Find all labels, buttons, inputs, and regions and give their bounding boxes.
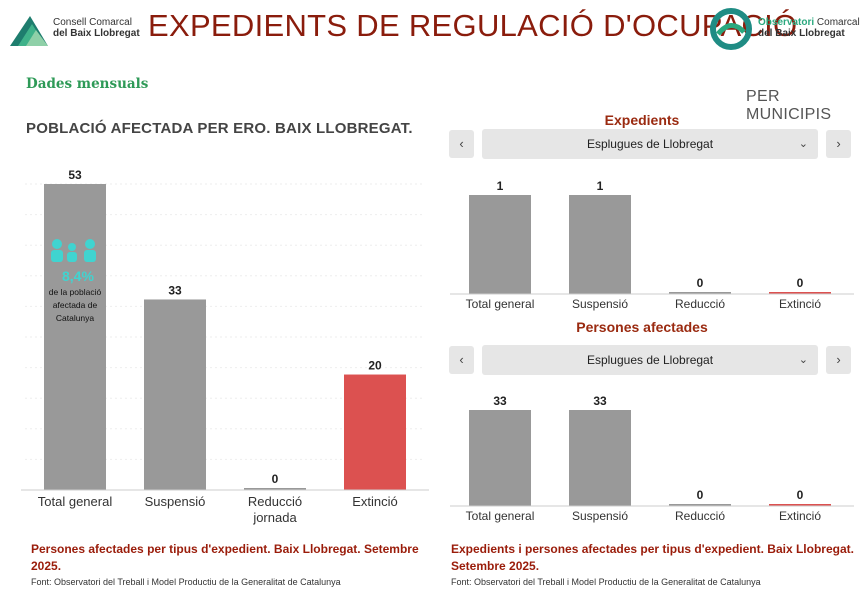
bar-extinció [769,292,831,294]
chevron-down-icon: ⌄ [798,354,808,366]
category-label: Reducció [675,509,725,523]
bar-value-label: 33 [493,394,507,408]
category-label: Reducció [675,297,725,311]
bar-reducció-jornada [244,488,306,490]
logo-consell-text: Consell Comarcal del Baix Llobregat [53,17,140,39]
logo-consell-line2: del Baix Llobregat [53,28,140,39]
left-chart-source: Font: Observatori del Treball i Model Pr… [31,577,341,587]
bar-extinció [344,374,406,490]
bar-suspensió [144,299,206,490]
bar-total-general [469,195,531,294]
logo-consell-icon [10,16,48,46]
expedients-prev-button[interactable]: ‹ [449,130,474,158]
persones-bar-chart: 33 Total general 33 Suspensió 0 Reducció 0 Exti… [450,394,854,523]
bar-value-label: 33 [168,283,182,297]
bar-value-label: 20 [368,359,382,373]
logo-observatori-line2: del Baix Llobregat [758,28,845,39]
per-municipi-label: PER MUNICIPIS [746,88,832,123]
persones-next-button[interactable]: › [826,346,851,374]
category-label: Extinció [352,494,398,509]
bar-value-label: 0 [697,488,704,502]
bar-extinció [769,504,831,506]
expedients-municipi-value: Esplugues de Llobregat [586,137,714,151]
people-icon-svg [51,239,96,262]
page-title: EXPEDIENTS DE REGULACIÓ D'OCUPACIÓ [148,8,798,43]
persones-municipi-value: Esplugues de Llobregat [586,353,714,367]
category-label: Suspensió [145,494,206,509]
logo-observatori-text: Observatori Comarcal del Baix Llobregat [758,17,860,39]
bar-value-label: 0 [797,276,804,290]
logo-observatori-line1b: Comarcal [816,17,860,28]
expedients-next-button[interactable]: › [826,130,851,158]
logo-observatori-icon [710,8,752,50]
right-chart-caption: Expedients i persones afectades per tipu… [451,541,861,575]
category-label: Reducció [248,494,302,509]
category-label: Suspensió [572,509,628,523]
left-chart-caption: Persones afectades per tipus d'expedient… [31,542,419,573]
bar-reducció [669,292,731,294]
right-chart-source: Font: Observatori del Treball i Model Pr… [451,577,761,587]
persones-panel-title: Persones afectades [576,319,708,335]
logo-consell-line1: Consell Comarcal [53,17,132,28]
bar-suspensió [569,195,631,294]
monthly-data-label: Dades mensuals [26,76,149,92]
stat-percentage: 8,4% [62,268,94,284]
category-label: jornada [252,510,297,525]
category-label: Extinció [779,509,821,523]
left-bar-chart: 53 Total general 33 Suspensió 0 Reducciójorna… [21,168,429,525]
right-caption-line2: Setembre 2025. [451,559,540,573]
stat-text-line1: de la població [48,287,102,297]
stat-text-line3: Catalunya [55,313,95,323]
logo-observatori-line1a: Observatori [758,17,815,28]
expedients-bar-chart: 1 Total general 1 Suspensió 0 Reducció 0 Extinc… [450,179,854,311]
bar-total-general [44,184,106,490]
logo-observatori [710,8,752,50]
bar-reducció [669,504,731,506]
bar-suspensió [569,410,631,506]
persones-municipi-select[interactable]: Esplugues de Llobregat ⌄ [482,345,818,375]
bar-value-label: 33 [593,394,607,408]
bar-value-label: 1 [597,179,604,193]
persones-prev-button[interactable]: ‹ [449,346,474,374]
category-label: Total general [38,494,113,509]
category-label: Total general [466,297,535,311]
category-label: Extinció [779,297,821,311]
bar-value-label: 0 [697,276,704,290]
bar-value-label: 0 [272,472,279,486]
bar-total-general [469,410,531,506]
category-label: Suspensió [572,297,628,311]
left-chart-title: POBLACIÓ AFECTADA PER ERO. BAIX LLOBREGA… [26,120,413,137]
stat-description: de la població afectada de Catalunya [40,286,110,325]
bar-value-label: 53 [68,168,82,182]
logo-consell [8,10,50,48]
expedients-panel-title: Expedients [604,112,680,128]
expedients-municipi-select[interactable]: Esplugues de Llobregat ⌄ [482,129,818,159]
chevron-down-icon: ⌄ [798,138,808,150]
bar-value-label: 1 [497,179,504,193]
stat-text-line2: afectada de [52,300,98,310]
bar-value-label: 0 [797,488,804,502]
right-caption-line1: Expedients i persones afectades per tipu… [451,542,854,556]
people-icon [50,238,100,264]
category-label: Total general [466,509,535,523]
